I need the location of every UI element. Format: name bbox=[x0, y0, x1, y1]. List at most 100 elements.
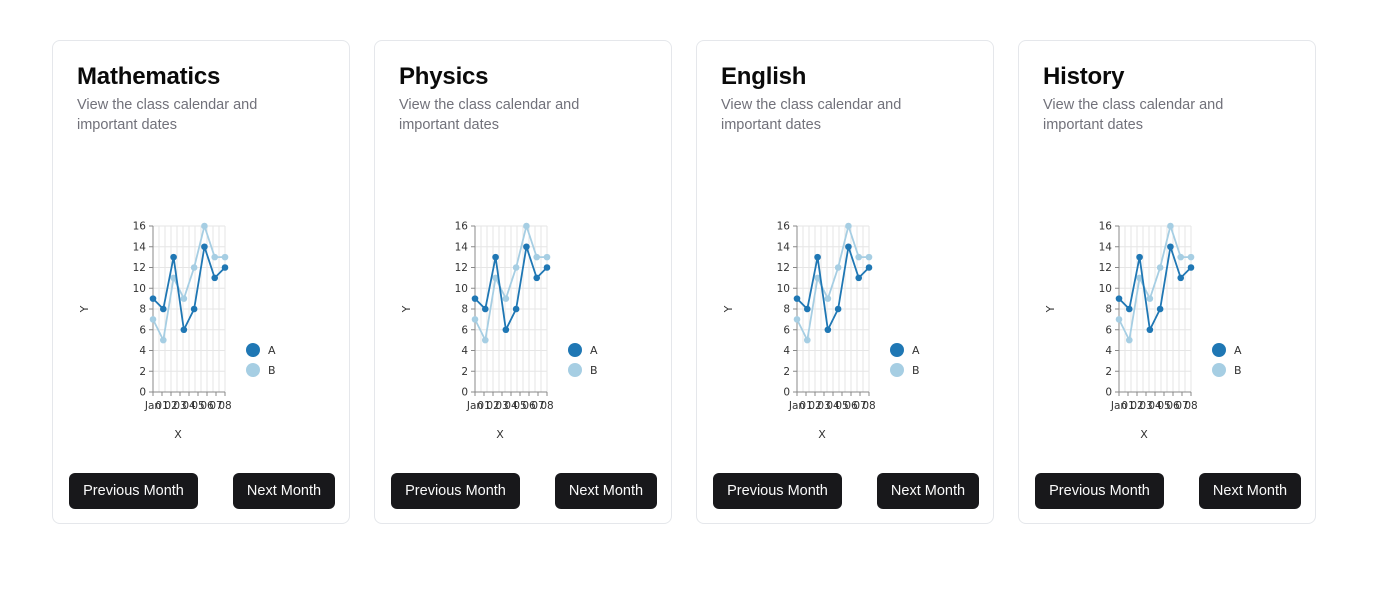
legend-marker-b bbox=[246, 363, 260, 377]
data-point-a bbox=[1115, 295, 1123, 302]
y-tick-label: 8 bbox=[1105, 304, 1112, 316]
y-tick-label: 10 bbox=[777, 283, 790, 295]
next-month-button[interactable]: Next Month bbox=[877, 473, 979, 509]
series-line-b bbox=[1118, 222, 1191, 344]
legend-label-a: A bbox=[590, 344, 598, 357]
y-tick-label: 14 bbox=[133, 241, 147, 253]
y-tick-label: 12 bbox=[1099, 262, 1112, 274]
previous-month-button[interactable]: Previous Month bbox=[69, 473, 198, 509]
x-axis-label: X bbox=[1140, 428, 1148, 441]
y-tick-label: 14 bbox=[777, 241, 791, 253]
series-line-b bbox=[796, 222, 869, 344]
x-tick-label: 03 bbox=[817, 400, 830, 412]
data-point-b bbox=[512, 264, 520, 271]
data-point-a bbox=[471, 295, 479, 302]
data-point-b bbox=[1187, 253, 1195, 261]
class-cards: Mathematics View the class calendar and … bbox=[52, 40, 1316, 524]
data-point-a bbox=[221, 264, 229, 271]
previous-month-button[interactable]: Previous Month bbox=[713, 473, 842, 509]
y-tick-label: 6 bbox=[783, 324, 790, 336]
card-description: View the class calendar and important da… bbox=[77, 97, 258, 133]
y-tick-label: 6 bbox=[461, 324, 468, 336]
card-description: View the class calendar and important da… bbox=[721, 97, 902, 133]
class-card-physics: Physics View the class calendar and impo… bbox=[374, 40, 672, 524]
next-month-button[interactable]: Next Month bbox=[1199, 473, 1301, 509]
data-point-a bbox=[865, 264, 873, 271]
legend-label-a: A bbox=[1234, 344, 1242, 357]
class-card-history: History View the class calendar and impo… bbox=[1018, 40, 1316, 524]
previous-month-button[interactable]: Previous Month bbox=[1035, 473, 1164, 509]
data-point-b bbox=[865, 253, 873, 261]
x-tick-label: 05 bbox=[191, 400, 204, 412]
x-tick-label: 01 bbox=[1121, 400, 1134, 412]
data-point-b bbox=[211, 253, 219, 261]
y-tick-label: 16 bbox=[1099, 221, 1113, 233]
y-tick-label: 6 bbox=[1105, 324, 1112, 336]
data-point-b bbox=[1115, 316, 1123, 323]
data-point-a bbox=[803, 305, 811, 313]
legend-label-a: A bbox=[268, 344, 276, 357]
y-tick-label: 10 bbox=[133, 283, 146, 295]
data-point-a bbox=[149, 295, 157, 302]
series-line-a bbox=[152, 246, 226, 333]
data-point-a bbox=[814, 253, 821, 261]
data-point-b bbox=[170, 274, 177, 282]
data-point-a bbox=[492, 253, 499, 261]
data-point-b bbox=[533, 253, 541, 261]
next-month-button[interactable]: Next Month bbox=[233, 473, 335, 509]
x-tick-label: 04 bbox=[182, 400, 196, 412]
data-point-a bbox=[190, 305, 198, 313]
legend-marker-a bbox=[246, 343, 260, 357]
legend-marker-a bbox=[568, 343, 582, 357]
data-point-a bbox=[1177, 274, 1185, 282]
y-tick-label: 14 bbox=[455, 241, 469, 253]
data-point-b bbox=[221, 253, 229, 261]
y-axis-label: Y bbox=[400, 305, 413, 313]
y-tick-label: 6 bbox=[139, 324, 146, 336]
x-tick-label: 04 bbox=[826, 400, 840, 412]
x-tick-label: 07 bbox=[853, 400, 866, 412]
data-point-b bbox=[1156, 264, 1164, 271]
series-line-b bbox=[474, 222, 547, 344]
y-tick-label: 8 bbox=[783, 304, 790, 316]
data-point-b bbox=[543, 253, 551, 261]
card-title: Physics bbox=[399, 63, 489, 90]
data-point-b bbox=[149, 316, 157, 323]
x-tick-label: 04 bbox=[1148, 400, 1162, 412]
card-title: English bbox=[721, 63, 807, 90]
data-point-a bbox=[824, 326, 832, 334]
data-point-b bbox=[845, 222, 852, 230]
legend-label-a: A bbox=[912, 344, 920, 357]
x-tick-label: 06 bbox=[522, 400, 536, 412]
y-tick-label: 0 bbox=[461, 387, 468, 399]
next-month-button[interactable]: Next Month bbox=[555, 473, 657, 509]
x-tick-label: 08 bbox=[1184, 400, 1197, 412]
series-line-a bbox=[474, 246, 548, 333]
data-point-a bbox=[855, 274, 863, 282]
x-tick-label: Jan bbox=[788, 400, 805, 412]
previous-month-button[interactable]: Previous Month bbox=[391, 473, 520, 509]
card-description: View the class calendar and important da… bbox=[1043, 97, 1224, 133]
x-tick-label: Jan bbox=[144, 400, 161, 412]
x-tick-label: 03 bbox=[1139, 400, 1152, 412]
legend-label-b: B bbox=[1234, 364, 1242, 377]
y-tick-label: 10 bbox=[455, 283, 468, 295]
legend-marker-b bbox=[890, 363, 904, 377]
y-tick-label: 16 bbox=[455, 221, 469, 233]
y-tick-label: 0 bbox=[139, 387, 146, 399]
data-point-a bbox=[159, 305, 167, 313]
data-point-b bbox=[1177, 253, 1185, 261]
legend-label-b: B bbox=[912, 364, 920, 377]
y-axis-label: Y bbox=[722, 305, 735, 313]
x-tick-label: Jan bbox=[466, 400, 483, 412]
y-tick-label: 12 bbox=[133, 262, 146, 274]
y-tick-label: 4 bbox=[1105, 345, 1112, 357]
x-tick-label: 07 bbox=[209, 400, 222, 412]
data-point-b bbox=[523, 222, 530, 230]
card-title: History bbox=[1043, 63, 1125, 90]
x-tick-label: 05 bbox=[835, 400, 848, 412]
x-axis-label: X bbox=[496, 428, 504, 441]
legend-marker-a bbox=[1212, 343, 1226, 357]
